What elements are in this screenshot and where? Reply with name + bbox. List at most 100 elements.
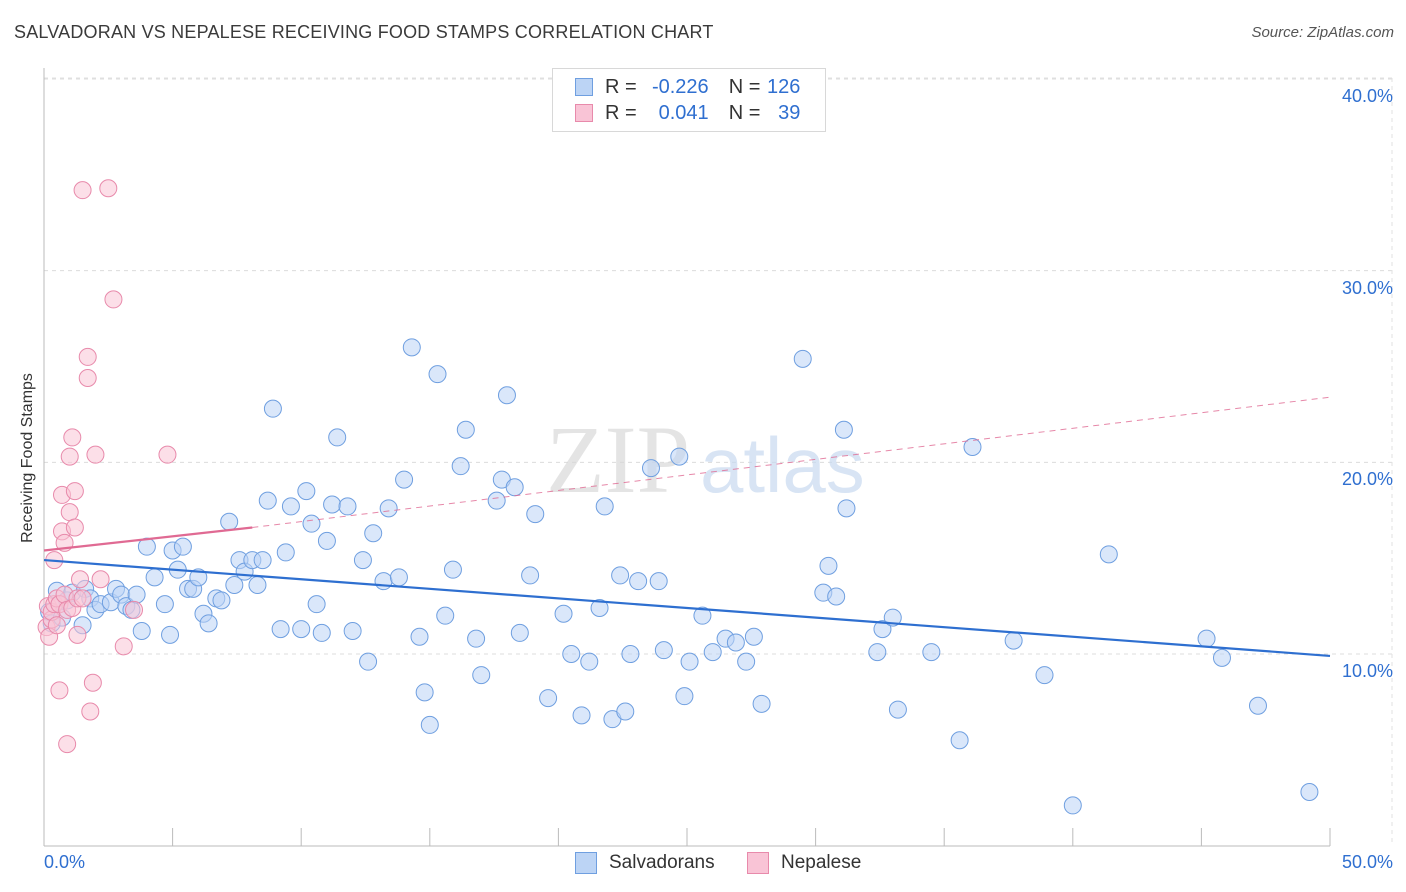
salvadoran-point xyxy=(497,386,516,405)
salvadoran-point xyxy=(539,689,558,708)
salvadoran-point xyxy=(302,514,321,533)
nepalese-point xyxy=(104,290,123,309)
salvadoran-point xyxy=(629,572,648,591)
salvadoran-point xyxy=(467,629,486,648)
salvadoran-point xyxy=(1248,696,1267,715)
salvadoran-point xyxy=(443,560,462,579)
legend-swatch-pink xyxy=(575,104,593,122)
nepalese-point xyxy=(99,179,118,198)
salvadoran-point xyxy=(199,614,218,633)
salvadoran-point xyxy=(161,625,180,644)
salvadoran-point xyxy=(145,568,164,587)
salvadoran-point xyxy=(752,694,771,713)
salvadoran-point xyxy=(1035,666,1054,685)
salvadoran-point xyxy=(793,349,812,368)
nepalese-point xyxy=(81,702,100,721)
salvadoran-point xyxy=(189,568,208,587)
legend-n-label: N = xyxy=(728,101,761,124)
legend-item-nepalese[interactable]: Nepalese xyxy=(747,852,861,874)
salvadoran-point xyxy=(338,497,357,516)
x-tick-label-min: 0.0% xyxy=(44,852,86,872)
salvadoran-point xyxy=(374,572,393,591)
salvadoran-point xyxy=(510,623,529,642)
y-axis-label: Receiving Food Stamps xyxy=(19,373,36,543)
nepalese-point xyxy=(60,447,79,466)
series-legend: Salvadorans Nepalese xyxy=(0,852,1406,878)
legend-swatch-blue xyxy=(575,852,597,874)
salvadoran-point xyxy=(1300,783,1319,801)
trend-line-salvadorans xyxy=(43,558,1331,658)
salvadoran-point xyxy=(621,645,640,663)
y-tick-label: 40.0% xyxy=(1341,86,1393,106)
salvadoran-point xyxy=(572,706,591,725)
salvadoran-point xyxy=(263,399,282,418)
nepalese-point xyxy=(47,616,66,635)
legend-label-nepalese: Nepalese xyxy=(781,852,862,873)
salvadoran-point xyxy=(389,568,408,587)
salvadoran-point xyxy=(595,497,614,516)
salvadoran-point xyxy=(415,683,434,702)
salvadoran-point xyxy=(827,587,846,606)
salvadoran-point xyxy=(410,627,429,646)
salvadoran-point xyxy=(307,595,326,614)
salvadoran-point xyxy=(888,700,907,719)
watermark-zip: ZIP xyxy=(546,406,690,513)
nepalese-point xyxy=(73,181,92,200)
salvadoran-point xyxy=(271,620,290,639)
salvadoran-point xyxy=(819,556,838,575)
y-tick-label: 20.0% xyxy=(1341,469,1393,490)
legend-item-salvadorans[interactable]: Salvadorans xyxy=(575,852,715,874)
salvadoran-point xyxy=(225,576,244,594)
salvadoran-point xyxy=(402,338,421,357)
nepalese-point xyxy=(50,681,69,700)
nepalese-point xyxy=(83,673,102,692)
salvadoran-point xyxy=(297,482,316,501)
salvadoran-point xyxy=(428,365,447,384)
salvadoran-point xyxy=(505,478,524,497)
watermark: ZIP atlas xyxy=(546,406,865,513)
nepalese-point xyxy=(65,518,84,537)
salvadoran-point xyxy=(580,652,599,671)
salvadoran-point xyxy=(343,622,362,640)
salvadoran-point xyxy=(253,551,272,570)
legend-label-salvadorans: Salvadorans xyxy=(609,852,715,873)
salvadoran-point xyxy=(1197,629,1216,648)
legend-r-label: R = xyxy=(605,75,637,98)
nepalese-point xyxy=(91,570,110,589)
salvadoran-point xyxy=(1212,648,1231,667)
salvadoran-point xyxy=(670,447,689,466)
salvadoran-point xyxy=(258,491,277,510)
salvadoran-point xyxy=(395,470,414,489)
salvadoran-point xyxy=(317,531,336,550)
salvadoran-point xyxy=(328,428,347,447)
correlation-legend: R = -0.226 N = 126 R = 0.041 N = 39 xyxy=(552,68,826,132)
salvadoran-point xyxy=(1063,796,1082,815)
salvadoran-point xyxy=(616,702,635,721)
salvadoran-point xyxy=(420,715,439,734)
salvadoran-point xyxy=(436,606,455,625)
legend-r-value: 0.041 xyxy=(658,101,709,124)
salvadoran-point xyxy=(379,499,398,518)
salvadoran-point xyxy=(922,643,941,662)
salvadoran-point xyxy=(649,572,668,591)
salvadoran-point xyxy=(521,566,540,585)
salvadoran-point xyxy=(950,731,969,750)
trend-line-nepalese-extension xyxy=(252,396,1331,528)
salvadoran-point xyxy=(883,608,902,627)
nepalese-point xyxy=(65,482,84,501)
axes xyxy=(43,68,1331,847)
nepalese-point xyxy=(71,570,90,589)
trend-lines xyxy=(43,396,1331,658)
salvadoran-point xyxy=(353,551,372,570)
salvadoran-point xyxy=(323,495,342,514)
salvadoran-point xyxy=(963,438,982,456)
nepalese-point xyxy=(68,625,87,644)
series-nepalese xyxy=(37,179,177,754)
nepalese-point xyxy=(114,637,133,656)
salvadoran-point xyxy=(611,566,630,585)
salvadoran-point xyxy=(726,633,745,652)
salvadoran-point xyxy=(220,512,239,531)
salvadoran-point xyxy=(292,620,311,639)
salvadoran-point xyxy=(562,645,581,663)
